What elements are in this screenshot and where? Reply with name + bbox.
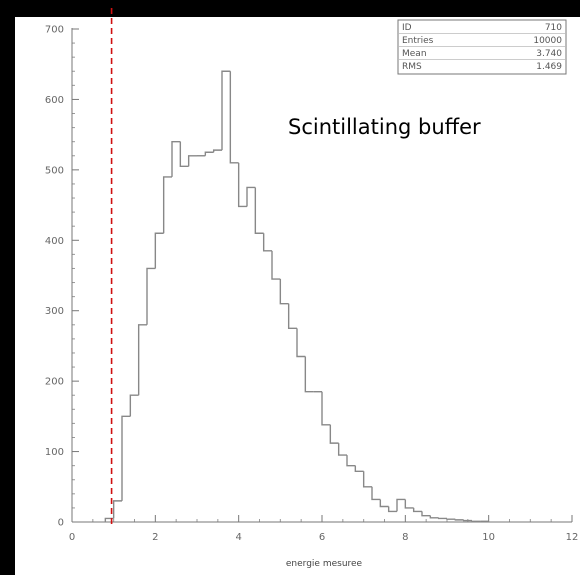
histogram-bin (171, 140, 181, 177)
histogram-bin (471, 520, 481, 522)
histogram-bin (229, 71, 239, 164)
plot-panel (15, 17, 580, 575)
stats-label: Entries (402, 36, 434, 46)
histogram-bin (304, 356, 314, 393)
stats-label: Mean (402, 49, 427, 59)
histogram-bin (271, 250, 281, 280)
histogram-bin (337, 443, 347, 456)
histogram-bin (412, 507, 422, 513)
histogram-bin (346, 455, 356, 467)
y-tick-label: 500 (45, 165, 64, 176)
y-tick-label: 700 (45, 25, 64, 36)
y-axis: 0 100 200 300 400 500 600 700 (45, 25, 79, 529)
annotation-scintillating-buffer: Scintillating buffer (288, 115, 481, 139)
histogram-bin (354, 465, 364, 472)
histogram-bin (296, 328, 306, 358)
x-axis: 0 2 4 6 8 10 12 (69, 515, 579, 543)
x-tick-label: 4 (235, 532, 241, 543)
histogram-bin (362, 471, 372, 488)
x-tick-label: 8 (402, 532, 408, 543)
y-tick-label: 600 (45, 95, 64, 106)
y-tick-label: 200 (45, 377, 64, 388)
histogram-bin (212, 149, 222, 153)
stats-value: 3.740 (536, 49, 562, 59)
histogram-bin (246, 186, 256, 207)
stats-value: 10000 (533, 36, 562, 46)
histogram-bin (321, 391, 331, 426)
x-tick-label: 12 (566, 532, 579, 543)
histogram-bin (129, 394, 139, 417)
x-tick-label: 2 (152, 532, 158, 543)
histogram-bin (237, 162, 247, 208)
stats-value: 710 (545, 23, 562, 33)
histogram-bin (462, 519, 472, 522)
x-axis-label: energie mesuree (286, 559, 363, 569)
y-tick-label: 400 (45, 236, 64, 247)
histogram-bin (154, 232, 164, 269)
stats-label: RMS (402, 62, 422, 72)
stats-value: 1.469 (536, 62, 562, 72)
histogram-bin (371, 486, 381, 501)
histogram-bin (446, 518, 456, 520)
histogram-bin (396, 498, 406, 512)
x-tick-label: 6 (319, 532, 325, 543)
stats-box-border (397, 19, 567, 75)
histogram-bin (379, 499, 389, 508)
histogram-bin (146, 267, 156, 325)
histogram-bin (121, 415, 131, 501)
histogram-bin (204, 151, 214, 156)
histogram-bin (221, 70, 231, 151)
stats-box: ID 710 Entries 10000 Mean 3.740 RMS 1.469 (397, 19, 567, 75)
histogram-bin (329, 424, 339, 444)
histogram-bin (429, 515, 439, 519)
y-tick-label: 0 (58, 518, 64, 529)
histogram-bin (254, 187, 264, 234)
histogram-bin (454, 519, 464, 521)
histogram-bin (387, 506, 397, 513)
histogram-bin (104, 517, 114, 522)
histogram-bin (162, 176, 172, 234)
histogram-bin (137, 324, 147, 396)
histogram-bin (404, 499, 414, 509)
histogram-bin (262, 233, 272, 252)
histogram-bin (112, 500, 122, 519)
x-tick-label: 0 (69, 532, 75, 543)
histogram-bin (437, 517, 447, 520)
y-tick-label: 300 (45, 306, 64, 317)
histogram-bin (279, 279, 289, 305)
y-tick-label: 100 (45, 447, 64, 458)
histogram-bin (179, 141, 189, 168)
histogram-bars (104, 70, 490, 522)
histogram-bin (187, 155, 197, 167)
histogram-bin (287, 303, 297, 330)
histogram-bin (421, 511, 431, 517)
x-tick-label: 10 (482, 532, 495, 543)
stats-label: ID (402, 23, 412, 33)
